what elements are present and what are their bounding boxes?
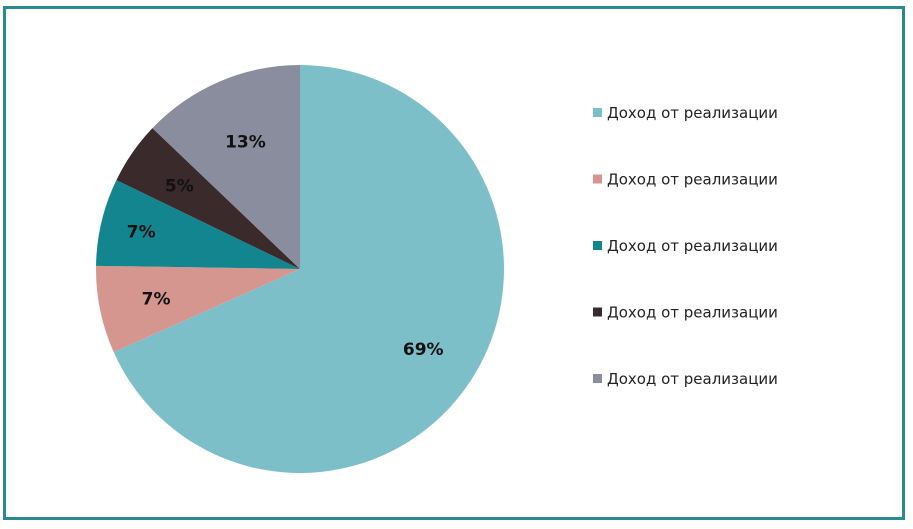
legend-label-5: Доход от реализации bbox=[607, 370, 778, 388]
legend-swatch-2 bbox=[593, 174, 602, 184]
legend: Доход от реализации Доход от реализации До… bbox=[593, 104, 778, 388]
data-label-2: 7% bbox=[142, 289, 171, 309]
pie-slices bbox=[96, 65, 505, 473]
legend-swatch-5 bbox=[593, 374, 602, 383]
pie-slice-1 bbox=[113, 65, 505, 473]
legend-swatch-3 bbox=[593, 241, 602, 250]
legend-label-1: Доход от реализации bbox=[607, 104, 778, 122]
legend-label-4: Доход от реализации bbox=[607, 304, 778, 322]
pie-slice-4 bbox=[116, 128, 300, 269]
legend-label-3: Доход от реализации bbox=[607, 237, 778, 255]
legend-label-2: Доход от реализации bbox=[607, 171, 778, 189]
legend-swatch-1 bbox=[593, 108, 602, 117]
legend-swatch-4 bbox=[593, 307, 602, 317]
data-label-3: 7% bbox=[127, 222, 156, 242]
pie-slice-5 bbox=[152, 65, 300, 269]
pie-slice-3 bbox=[96, 180, 300, 269]
pie-slice-2 bbox=[96, 265, 301, 353]
data-label-5: 13% bbox=[225, 132, 266, 152]
data-label-1: 69% bbox=[403, 340, 444, 360]
pie-data-labels: 69% 7% 7% 5% 13% bbox=[127, 132, 444, 359]
data-label-4: 5% bbox=[165, 176, 194, 196]
